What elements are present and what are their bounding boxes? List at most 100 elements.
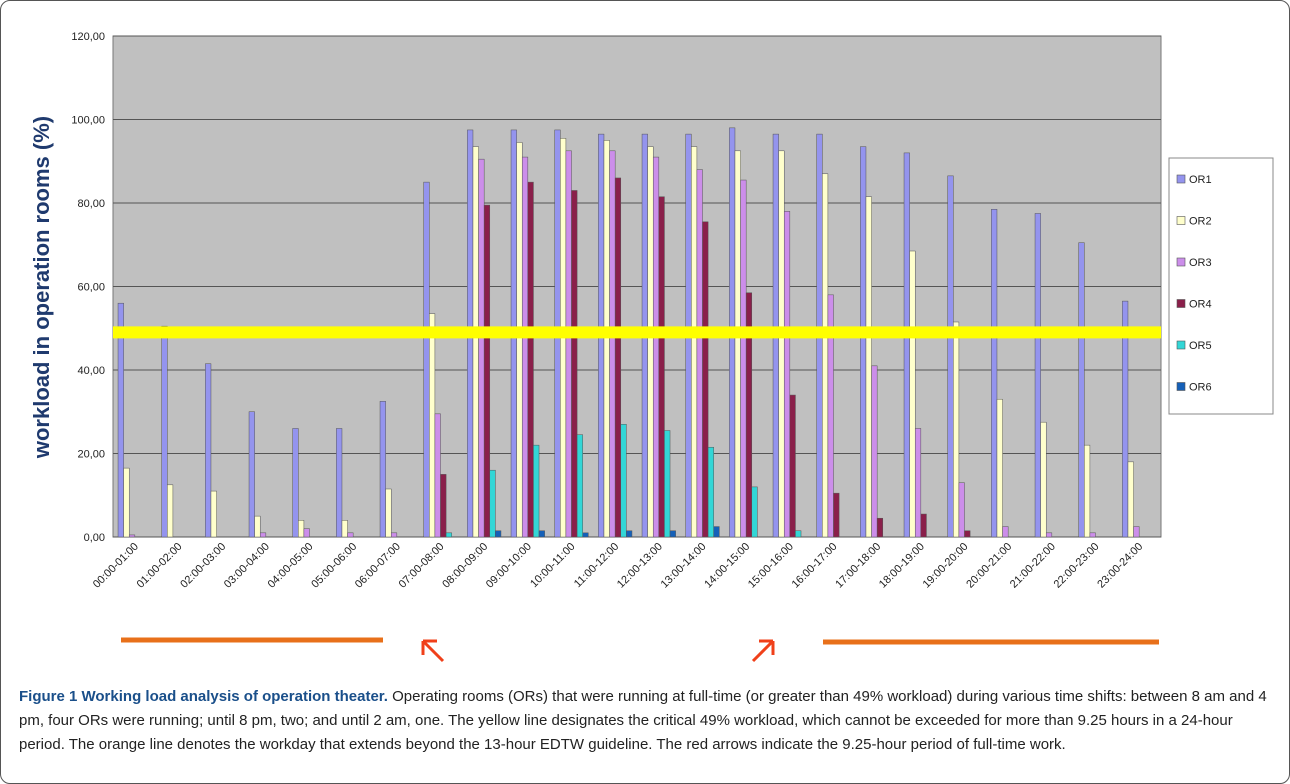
bar [440, 474, 447, 538]
bar [571, 190, 578, 538]
bar [521, 156, 529, 538]
bar [1045, 532, 1053, 538]
bar [669, 530, 676, 538]
bar [385, 488, 392, 538]
bar [429, 313, 436, 538]
x-tick-label: 05:00-06:00 [309, 541, 359, 591]
bar [647, 146, 654, 538]
chart: workload in operation rooms (%) 0,00 20,0… [29, 31, 1274, 663]
y-tick-label: 20,00 [77, 449, 105, 461]
bar [1078, 242, 1085, 538]
bar [298, 520, 305, 538]
bar [1122, 300, 1129, 538]
bar [707, 446, 714, 538]
bar [778, 150, 785, 538]
caption-text: Operating rooms (ORs) that were running … [19, 688, 1267, 753]
bar [167, 484, 174, 538]
bar [696, 169, 703, 538]
x-tick-label: 12:00-13:00 [615, 541, 665, 591]
x-tick-label: 07:00-08:00 [397, 541, 447, 591]
bar [626, 530, 633, 538]
bar [991, 209, 998, 538]
bar [822, 173, 829, 538]
x-tick-label: 17:00-18:00 [833, 541, 883, 591]
x-tick-label: 22:00-23:00 [1052, 541, 1102, 591]
bar [527, 181, 534, 538]
bar [248, 411, 255, 538]
bar [565, 150, 572, 538]
bar [876, 517, 884, 538]
bar [128, 534, 136, 538]
bar [489, 469, 496, 538]
bar [478, 158, 485, 538]
bar [254, 515, 261, 538]
bar [751, 486, 758, 538]
bar [538, 530, 545, 538]
x-tick-label: 08:00-09:00 [440, 541, 490, 591]
bar [958, 482, 965, 538]
bar [664, 430, 671, 538]
bar [423, 181, 430, 538]
x-tick-label: 16:00-17:00 [790, 541, 840, 591]
bar [914, 428, 922, 538]
bar [533, 444, 540, 538]
bar [210, 490, 217, 538]
bar [603, 140, 610, 538]
x-tick-label: 10:00-11:00 [528, 541, 577, 590]
bar [1084, 444, 1091, 538]
bar [1034, 213, 1041, 538]
legend-swatch [1176, 257, 1186, 267]
red-arrow [421, 639, 445, 663]
bar [920, 513, 927, 538]
bar [789, 394, 796, 538]
bar [582, 532, 589, 538]
y-tick-label: 40,00 [77, 365, 105, 377]
x-tick-label: 02:00-03:00 [178, 541, 228, 591]
bar [713, 526, 720, 538]
legend-label: OR2 [1189, 216, 1212, 228]
x-tick-label: 18:00-19:00 [877, 541, 927, 591]
bar [783, 211, 791, 538]
bar [702, 221, 709, 538]
bar [379, 401, 386, 538]
bar [964, 530, 971, 538]
x-tick-label: 00:00-01:00 [91, 541, 141, 591]
bar [303, 528, 310, 538]
x-tick-label: 15:00-16:00 [746, 541, 796, 591]
bar [445, 532, 452, 538]
bar [652, 156, 660, 538]
x-tick-label: 01:00-02:00 [135, 541, 185, 591]
legend-swatch [1176, 299, 1186, 308]
red-arrow [751, 639, 775, 663]
legend-label: OR5 [1189, 340, 1212, 352]
legend-label: OR4 [1189, 299, 1212, 311]
x-tick-label: 19:00-20:00 [921, 541, 971, 591]
legend-swatch [1176, 216, 1186, 225]
x-tick-label: 11:00-12:00 [572, 541, 621, 590]
bar [996, 398, 1003, 538]
legend-label: OR3 [1189, 257, 1212, 269]
legend-swatch [1176, 340, 1186, 350]
bar [614, 177, 622, 538]
x-tick-label: 04:00-05:00 [266, 541, 316, 591]
bar [865, 196, 872, 538]
bar [833, 492, 840, 538]
bar [620, 424, 627, 538]
bar [336, 428, 343, 538]
y-tick-label: 120,00 [71, 31, 105, 43]
bar [1002, 526, 1009, 538]
x-tick-label: 20:00-21:00 [964, 541, 1014, 591]
bar [495, 530, 502, 538]
bar [390, 532, 398, 538]
bar [259, 532, 267, 538]
bar [161, 325, 168, 538]
bar [947, 175, 954, 538]
legend-swatch [1176, 174, 1186, 184]
legend-label: OR1 [1189, 174, 1212, 186]
bar [205, 363, 212, 538]
bar [909, 250, 916, 538]
bar [516, 142, 523, 538]
bar [434, 413, 441, 538]
legend [1168, 157, 1274, 415]
bar [827, 294, 834, 538]
